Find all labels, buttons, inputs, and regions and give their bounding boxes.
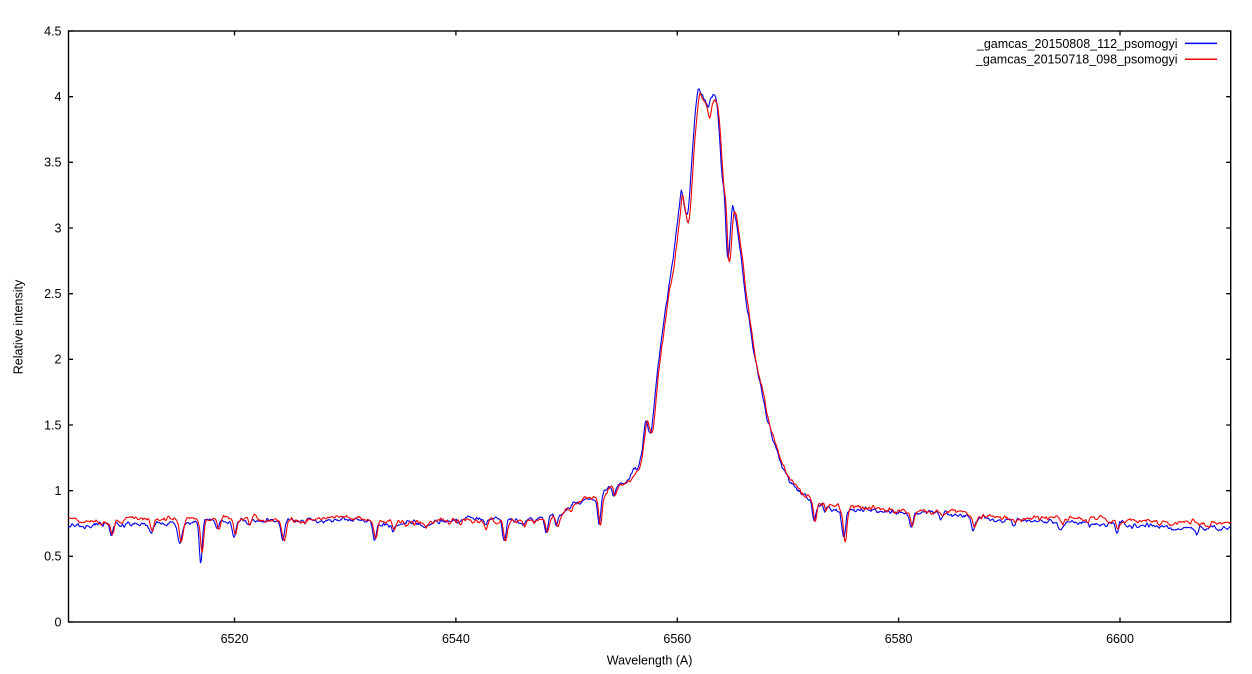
- svg-text:1.5: 1.5: [44, 418, 61, 432]
- svg-text:_gamcas_20150718_098_psomogyi: _gamcas_20150718_098_psomogyi: [975, 53, 1178, 67]
- svg-text:2: 2: [55, 353, 62, 367]
- svg-text:2.5: 2.5: [44, 287, 61, 301]
- svg-text:Wavelength (A): Wavelength (A): [607, 654, 693, 668]
- svg-text:6580: 6580: [885, 632, 913, 646]
- svg-text:0: 0: [55, 615, 62, 629]
- svg-text:3.5: 3.5: [44, 156, 61, 170]
- svg-text:6560: 6560: [663, 632, 691, 646]
- svg-text:6540: 6540: [442, 632, 470, 646]
- svg-text:4: 4: [55, 90, 62, 104]
- svg-text:6520: 6520: [221, 632, 249, 646]
- svg-text:Relative intensity: Relative intensity: [12, 279, 26, 374]
- svg-text:3: 3: [55, 221, 62, 235]
- svg-text:6600: 6600: [1106, 632, 1134, 646]
- svg-text:1: 1: [55, 484, 62, 498]
- svg-text:0.5: 0.5: [44, 550, 61, 564]
- svg-text:_gamcas_20150808_112_psomogyi: _gamcas_20150808_112_psomogyi: [976, 37, 1178, 51]
- svg-text:4.5: 4.5: [44, 24, 61, 38]
